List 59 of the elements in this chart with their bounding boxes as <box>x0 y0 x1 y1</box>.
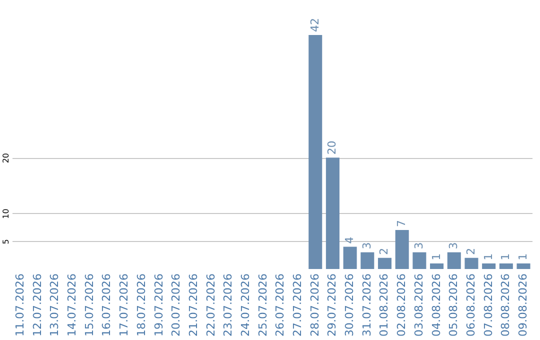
x-tick-label: 16.07.2026 <box>100 274 114 336</box>
x-tick-label: 05.08.2026 <box>447 274 460 336</box>
data-label: 1 <box>482 253 495 260</box>
x-tick-label: 18.07.2026 <box>134 274 148 336</box>
x-tick-label: 20.07.2026 <box>170 274 183 336</box>
bar <box>482 263 496 269</box>
x-tick-label: 09.08.2026 <box>516 274 530 336</box>
x-tick-label: 23.07.2026 <box>222 274 235 336</box>
x-tick-label: 27.07.2026 <box>291 274 304 336</box>
x-tick-label: 14.07.2026 <box>66 274 79 336</box>
bar <box>395 230 409 269</box>
x-tick-label: 12.07.2026 <box>30 274 44 336</box>
x-tick-label: 19.07.2026 <box>152 274 166 336</box>
bar <box>516 263 530 269</box>
data-label: 1 <box>430 253 443 260</box>
x-tick-label: 11.07.2026 <box>14 274 26 336</box>
bar <box>464 258 478 269</box>
x-tick-label: 07.08.2026 <box>482 274 495 336</box>
data-label: 42 <box>308 18 322 32</box>
x-tick-label: 22.07.2026 <box>204 274 218 336</box>
bar <box>412 252 426 269</box>
data-label: 3 <box>360 242 374 250</box>
data-label: 2 <box>378 248 391 255</box>
x-tick-label: 30.07.2026 <box>343 274 356 336</box>
data-label: 1 <box>516 253 530 260</box>
data-label: 4 <box>343 236 356 244</box>
y-tick-label: 5 <box>2 239 10 244</box>
x-tick-label: 17.07.2026 <box>118 274 131 336</box>
data-label: 3 <box>447 242 460 250</box>
data-label: 1 <box>499 253 512 260</box>
x-tick-label: 08.08.2026 <box>499 274 512 336</box>
bar <box>430 263 444 269</box>
bar <box>360 252 374 269</box>
bar <box>499 263 513 269</box>
x-tick-label: 24.07.2026 <box>238 274 252 336</box>
y-tick-label: 10 <box>2 208 10 219</box>
x-tick-label: 31.07.2026 <box>360 274 374 336</box>
data-label: 7 <box>395 220 408 227</box>
data-label: 2 <box>464 248 478 255</box>
bar <box>447 252 461 269</box>
y-tick-label: 20 <box>2 152 10 164</box>
data-label: 20 <box>326 140 339 155</box>
bar <box>343 246 357 269</box>
bar <box>378 258 392 269</box>
x-tick-label: 01.08.2026 <box>378 274 391 336</box>
data-label: 3 <box>412 242 426 250</box>
x-tick-label: 06.08.2026 <box>464 274 478 336</box>
x-tick-label: 02.08.2026 <box>395 274 408 336</box>
x-tick-label: 28.07.2026 <box>308 274 322 336</box>
x-tick-label: 26.07.2026 <box>274 274 287 336</box>
bar <box>326 158 340 269</box>
x-tick-label: 15.07.2026 <box>82 274 96 336</box>
x-tick-label: 04.08.2026 <box>430 274 443 336</box>
x-tick-label: 29.07.2026 <box>326 274 339 336</box>
x-tick-label: 25.07.2026 <box>256 274 270 336</box>
x-tick-label: 13.07.2026 <box>48 274 62 336</box>
x-tick-label: 21.07.2026 <box>186 274 200 336</box>
bar <box>308 35 322 269</box>
x-tick-label: 03.08.2026 <box>412 274 426 336</box>
